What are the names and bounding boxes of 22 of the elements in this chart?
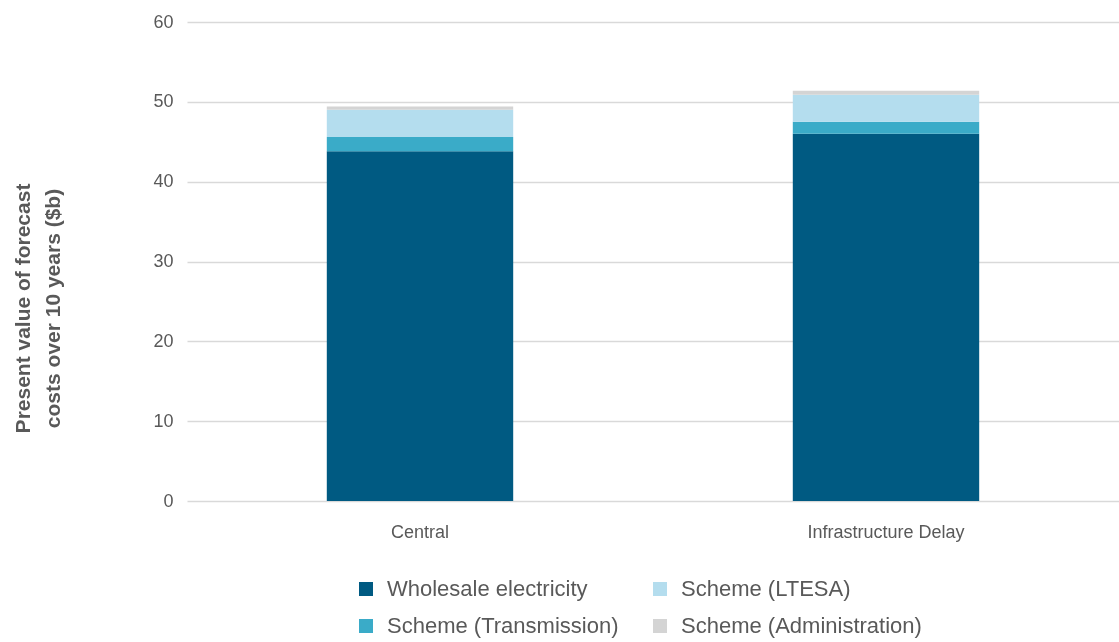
bar (792, 133, 980, 501)
bar (326, 106, 514, 110)
y-tick-label: 50 (153, 91, 174, 112)
bar (792, 94, 980, 122)
y-axis-title: Present value of forecast costs over 10 years ($b) (10, 183, 64, 434)
bar (792, 121, 980, 134)
legend-label: Wholesale electricity (387, 576, 588, 601)
legend-label: Scheme (Administration) (681, 613, 922, 638)
bar (326, 136, 514, 152)
x-tick-label: Infrastructure Delay (807, 521, 965, 542)
legend-label: Scheme (Transmission) (387, 613, 619, 638)
bar (792, 90, 980, 95)
x-tick-label: Central (390, 521, 450, 542)
y-tick-label: 40 (153, 171, 174, 192)
y-tick-label: 10 (153, 410, 174, 431)
y-tick-label: 20 (153, 330, 174, 351)
bar (326, 151, 514, 501)
legend-label: Scheme (LTESA) (681, 576, 851, 601)
y-tick-label: 30 (153, 251, 174, 271)
bar (326, 109, 514, 137)
y-tick-label: 0 (163, 490, 174, 511)
y-tick-label: 60 (153, 11, 174, 32)
